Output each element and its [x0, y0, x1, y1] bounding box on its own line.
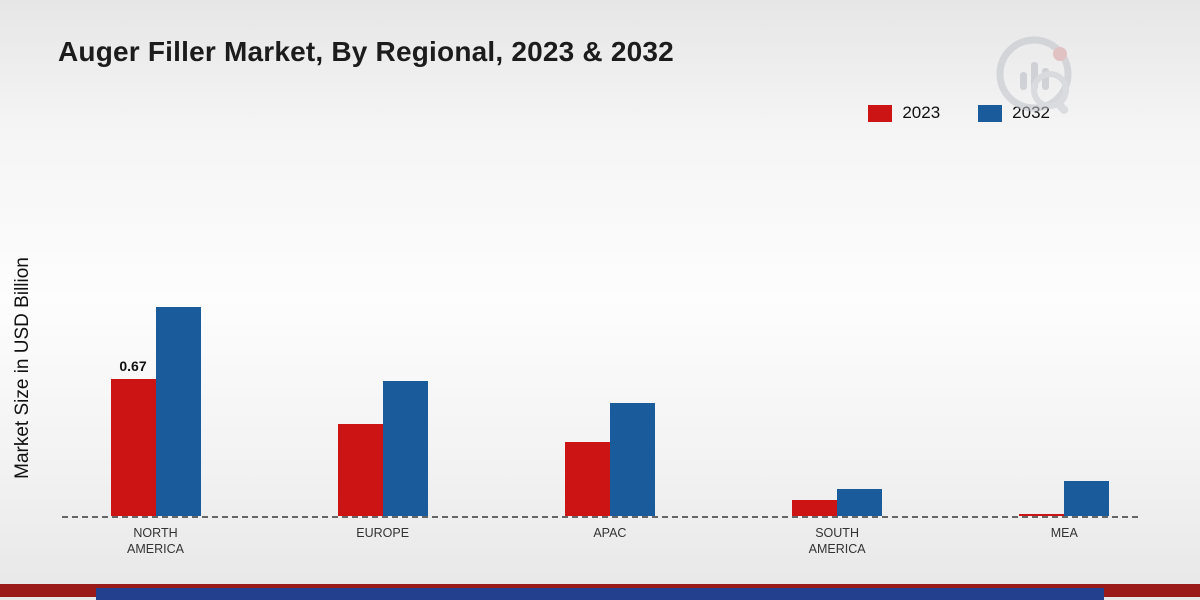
- market-research-logo-icon: [996, 36, 1072, 114]
- footer-blue-bar: [96, 588, 1104, 600]
- bar-2032-europe: [382, 381, 428, 516]
- category-label-south-america: SOUTH AMERICA: [808, 526, 866, 557]
- category-label-north-america: NORTH AMERICA: [127, 526, 184, 557]
- category-label-apac: APAC: [593, 526, 627, 540]
- bar-2023-apac: [564, 442, 610, 516]
- bar-2032-mea: [1064, 481, 1110, 516]
- bar-2023-north-america: [110, 379, 156, 516]
- legend-swatch-2023: [868, 104, 893, 122]
- bar-2023-europe: [337, 424, 383, 516]
- legend-item-2023: 2023: [868, 103, 940, 123]
- bar-2032-apac: [609, 403, 655, 516]
- category-label-europe: EUROPE: [356, 526, 410, 540]
- bar-value-label: 0.67: [119, 358, 147, 374]
- y-axis-label: Market Size in USD Billion: [12, 257, 33, 479]
- bar-2032-north-america: [155, 307, 201, 516]
- bar-2032-south-america: [837, 489, 883, 516]
- bar-2023-south-america: [792, 500, 838, 516]
- legend-label-2023: 2023: [902, 103, 941, 122]
- bar-2023-mea: [1019, 514, 1065, 516]
- chart-title: Auger Filler Market, By Regional, 2023 &…: [58, 36, 674, 67]
- category-label-mea: MEA: [1050, 526, 1078, 540]
- legend-swatch-2032: [978, 104, 1003, 122]
- x-axis-baseline: [62, 516, 1138, 518]
